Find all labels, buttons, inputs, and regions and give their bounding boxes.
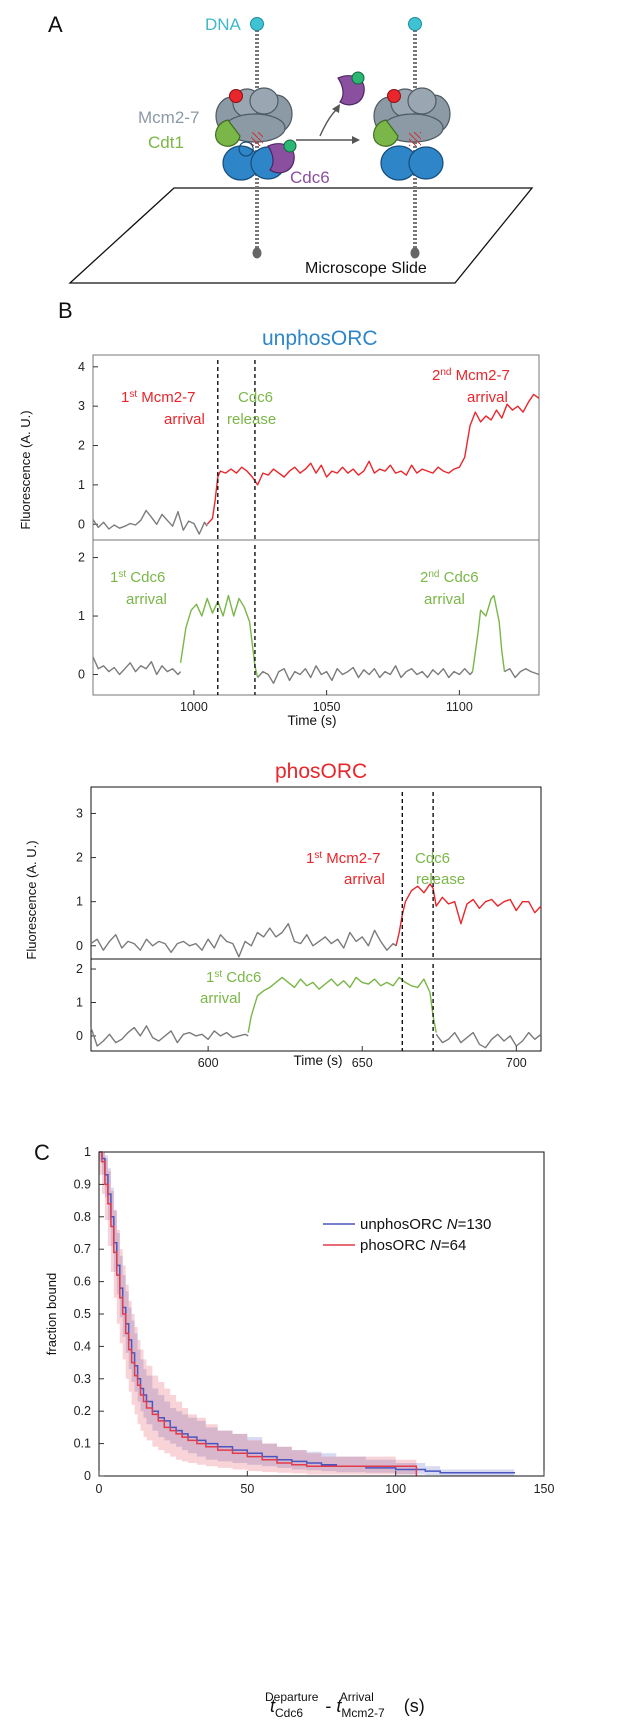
unphos-top-ytick-label-2: 2 — [78, 439, 85, 453]
phos-top-ytick-label-2: 2 — [76, 851, 83, 865]
unphos-xlabel: Time (s) — [288, 713, 337, 728]
survival-ytick-label-0.4: 0.4 — [74, 1339, 91, 1353]
unphos-top-ytick-label-0: 0 — [78, 517, 85, 531]
unphos-ylabel: Fluorescence (A. U.) — [18, 410, 33, 529]
survival-ytick-label-0.7: 0.7 — [74, 1242, 91, 1256]
dna-end-marker — [250, 17, 264, 31]
unphos-bottom-frame — [92, 539, 540, 696]
phos-ann-mcm1: 1st Mcm2-7 arrival — [306, 850, 385, 889]
arrow-up-icon — [332, 104, 340, 113]
unphos-xtick-label-1050: 1050 — [313, 700, 341, 714]
phos-ann-cdc6release: Cdc6 release — [415, 850, 465, 888]
survival-ylabel: fraction bound — [44, 1273, 59, 1355]
phos-title: phosORC — [275, 760, 367, 783]
survival-legend: unphosORC N=130 phosORC N=64 — [323, 1216, 491, 1254]
phos-xtick-label-600: 600 — [198, 1056, 219, 1070]
mcm-complex-loaded — [373, 17, 451, 259]
unphos-bottom-trace-gray-2 — [257, 665, 474, 684]
survival-ytick-label-0.8: 0.8 — [74, 1210, 91, 1224]
unphos-top-trace-red-1 — [206, 393, 540, 525]
phos-top-ytick-label-0: 0 — [76, 939, 83, 953]
survival-ytick-label-0.1: 0.1 — [74, 1437, 91, 1451]
cdc6-label-dot — [283, 139, 297, 153]
unphos-top-ytick-label-4: 4 — [78, 360, 85, 374]
phos-top-trace-gray-0 — [90, 923, 397, 958]
dna-label: DNA — [205, 15, 242, 34]
unphos-ann-cdc6-1: 1st Cdc6 arrival — [110, 569, 167, 609]
phos-trace-chart: phosORC Fluorescence (A. U.) Time (s) 0 1… — [24, 760, 542, 1070]
slide-label: Microscope Slide — [305, 260, 427, 277]
unphos-title: unphosORC — [262, 327, 378, 350]
panel-label-a: A — [48, 12, 63, 37]
unphos-top-ytick-label-1: 1 — [78, 478, 85, 492]
confidence-band-phosORC — [99, 1152, 417, 1476]
microscope-slide — [68, 187, 534, 284]
unphos-xtick-label-1100: 1100 — [446, 700, 473, 714]
survival-xtick-label-100: 100 — [385, 1482, 406, 1496]
unphos-ann-mcm1: 1st Mcm2-7 arrival — [121, 389, 205, 429]
survival-xtick-label-0: 0 — [96, 1482, 103, 1496]
phos-top-frame — [90, 786, 542, 960]
phos-bottom-trace-gray-0 — [90, 1025, 249, 1047]
unphos-bottom-trace-green-1 — [179, 594, 259, 678]
phos-top-ytick-label-1: 1 — [76, 895, 83, 909]
unphos-bottom-trace-green-3 — [471, 594, 506, 672]
mcm-complex-loading: DNA Mcm2-7 Cdt1 Cdc6 — [138, 15, 330, 259]
phos-bottom-frame — [90, 958, 542, 1052]
unphos-bottom-ytick-label-0: 0 — [78, 668, 85, 682]
phos-xtick-label-700: 700 — [506, 1056, 527, 1070]
panel-a: A Microscope Slide DNA Mcm2-7 Cdt1 — [48, 12, 534, 284]
dna-anchor — [252, 247, 262, 259]
survival-ytick-label-0.5: 0.5 — [74, 1307, 91, 1321]
phos-bottom-ytick-label-1: 1 — [76, 995, 83, 1009]
survival-ytick-label-0.3: 0.3 — [74, 1372, 91, 1386]
survival-ytick-label-0.2: 0.2 — [74, 1404, 91, 1418]
mcm-label-dot — [229, 89, 243, 103]
phos-bottom-ytick-label-2: 2 — [76, 962, 83, 976]
survival-ytick-label-1: 1 — [84, 1145, 91, 1159]
unphos-ann-cdc6release: Cdc6 release — [227, 389, 276, 428]
panel-label-b: B — [58, 298, 73, 323]
phos-ann-cdc6-1: 1st Cdc6 arrival — [200, 969, 261, 1008]
unphos-trace-chart: unphosORC Fluorescence (A. U.) Time (s) … — [18, 327, 540, 728]
phos-bottom-ytick-label-0: 0 — [76, 1029, 83, 1043]
unphos-bottom-trace-gray-0 — [92, 656, 182, 676]
legend-unphos: unphosORC N=130 — [360, 1216, 491, 1233]
survival-ytick-label-0: 0 — [84, 1469, 91, 1483]
phos-top-ytick-label-3: 3 — [76, 806, 83, 820]
phos-xtick-label-650: 650 — [352, 1056, 373, 1070]
survival-xlabel: tCdc6Departure - tMcm2-7Arrival (s) — [265, 1690, 425, 1720]
cdt1-label: Cdt1 — [148, 133, 184, 152]
survival-xtick-label-150: 150 — [534, 1482, 555, 1496]
panel-label-c: C — [34, 1140, 50, 1165]
unphos-bottom-trace-gray-4 — [504, 668, 540, 679]
survival-ytick-label-0.9: 0.9 — [74, 1177, 91, 1191]
phos-top-trace-red-1 — [395, 883, 542, 946]
cdc6-label: Cdc6 — [290, 168, 330, 187]
phos-xlabel: Time (s) — [294, 1053, 343, 1068]
cdt1-shape — [215, 119, 241, 147]
unphos-ann-cdc6-2: 2nd Cdc6 arrival — [420, 569, 479, 609]
unphos-bottom-ytick-label-1: 1 — [78, 609, 85, 623]
phos-bottom-trace-gray-2 — [435, 1031, 542, 1049]
survival-xtick-label-50: 50 — [240, 1482, 254, 1496]
unphos-bottom-ytick-label-2: 2 — [78, 551, 85, 565]
legend-phos: phosORC N=64 — [360, 1237, 466, 1254]
arrow-right-icon — [352, 136, 360, 144]
survival-curve-phosORC — [99, 1151, 418, 1476]
unphos-top-ytick-label-3: 3 — [78, 399, 85, 413]
mcm-label: Mcm2-7 — [138, 108, 199, 127]
unphos-ann-mcm2: 2nd Mcm2-7 arrival — [432, 367, 510, 407]
unphos-top-trace-gray-0 — [92, 509, 208, 535]
phos-bottom-trace-green-1 — [247, 976, 437, 1033]
survival-ytick-label-0.6: 0.6 — [74, 1275, 91, 1289]
survival-chart: fraction bound 0 0.1 0.2 0.3 0.4 0.5 0.6 0.7 0.8… — [44, 1145, 554, 1720]
unphos-xtick-label-1000: 1000 — [180, 700, 208, 714]
phos-ylabel: Fluorescence (A. U.) — [24, 840, 39, 959]
survival-curve-unphosORC — [99, 1151, 516, 1474]
cdc6-release — [296, 71, 365, 144]
